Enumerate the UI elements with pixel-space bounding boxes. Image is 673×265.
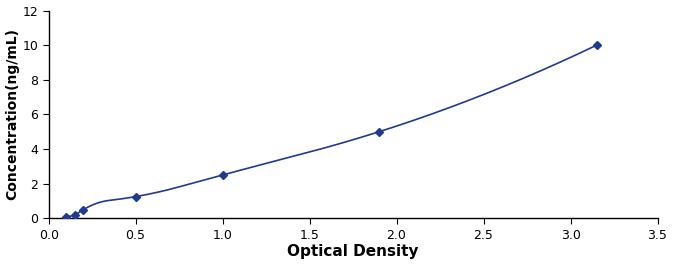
Y-axis label: Concentration(ng/mL): Concentration(ng/mL) <box>5 28 20 200</box>
X-axis label: Optical Density: Optical Density <box>287 244 419 259</box>
